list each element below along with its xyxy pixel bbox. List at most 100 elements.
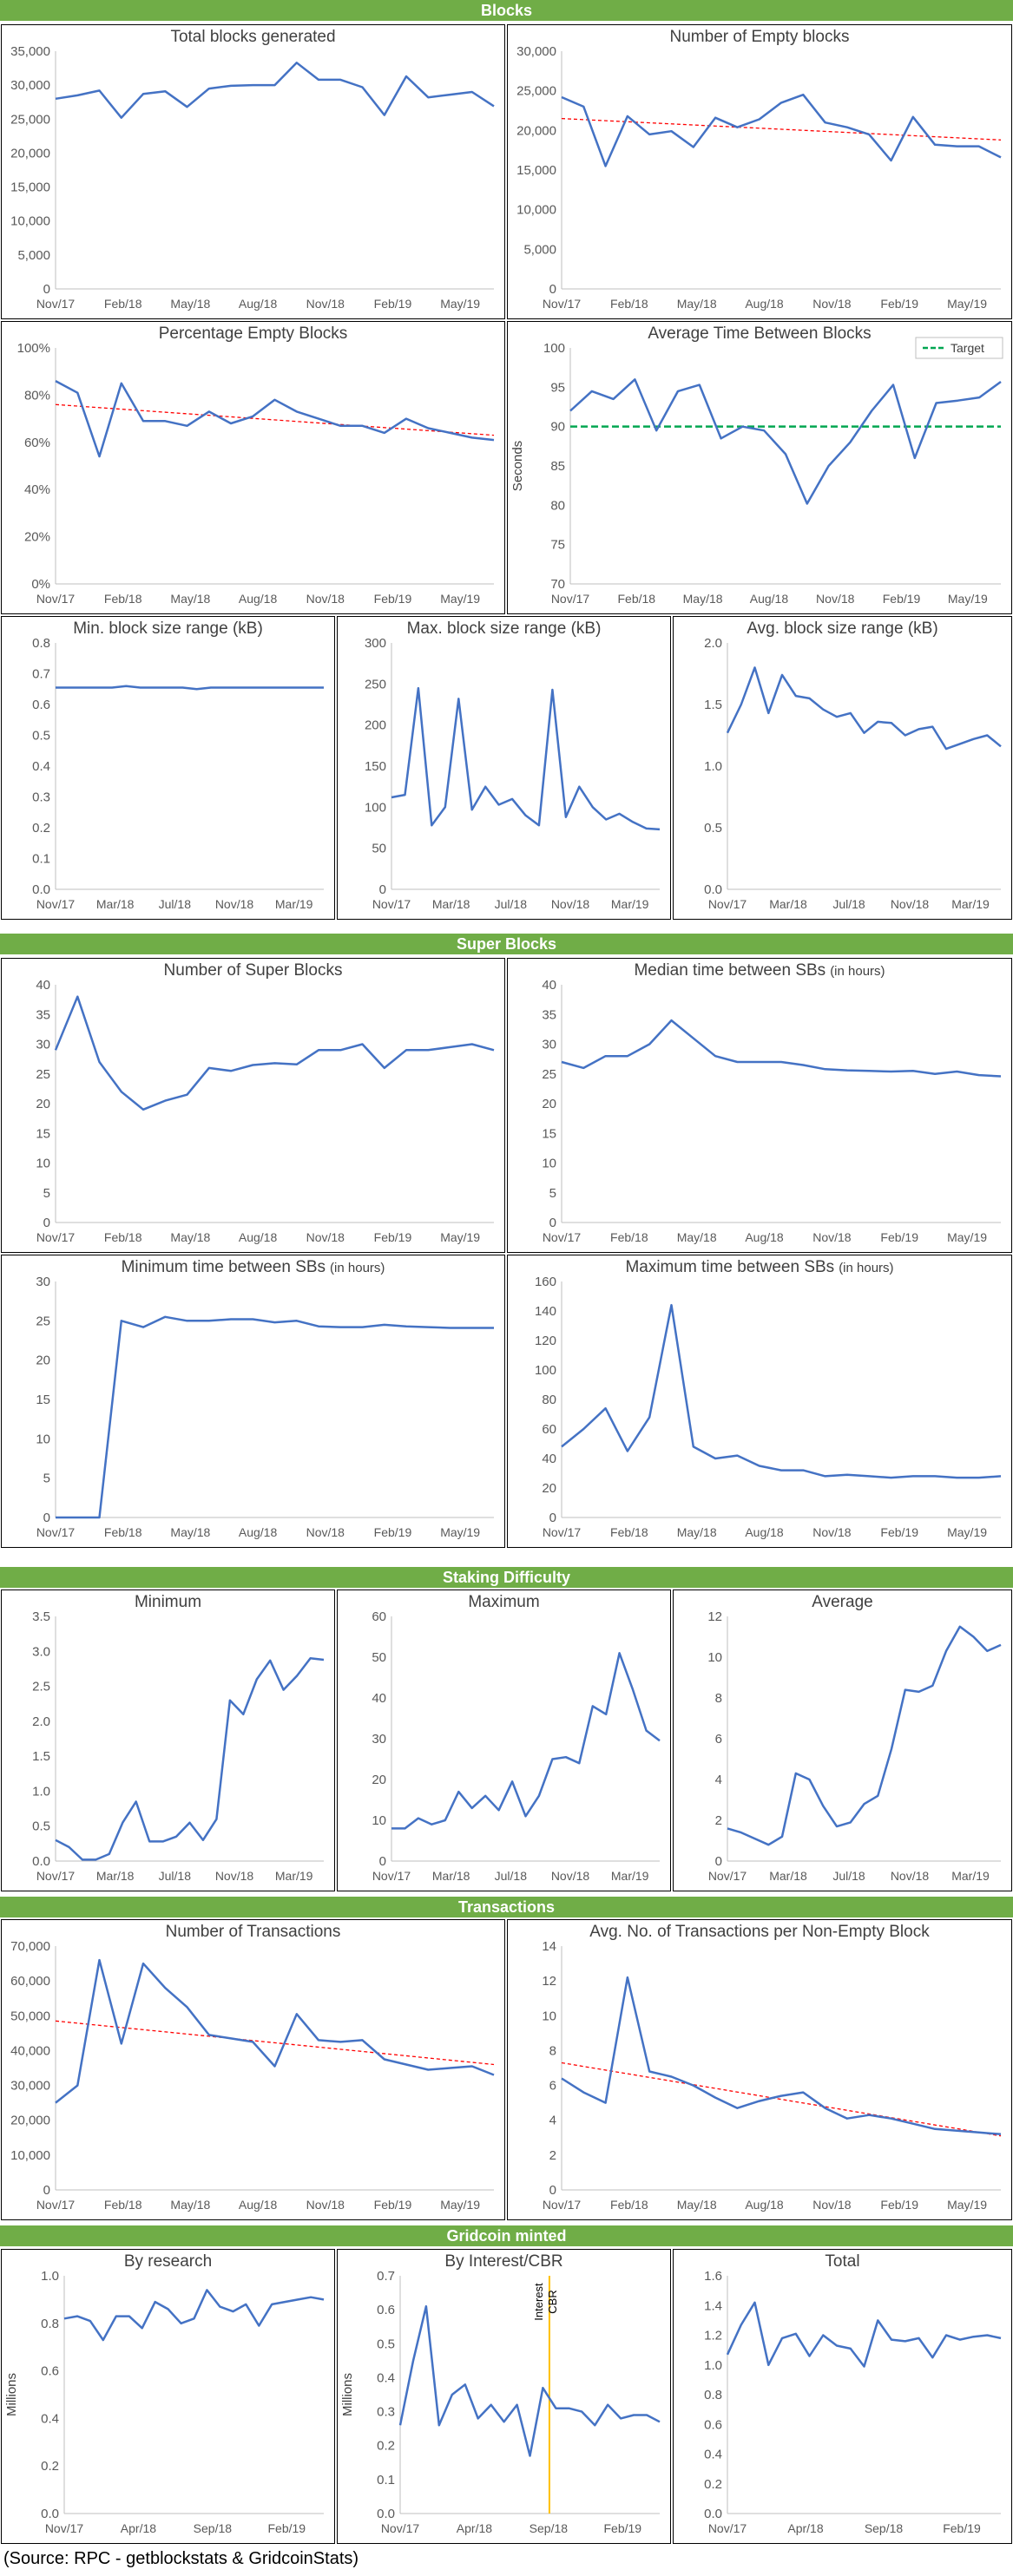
x-tick-label: Feb/19 [880,2198,918,2212]
y-tick-label: 80 [550,498,565,513]
y-tick-label: 70 [550,577,565,592]
x-tick-label: May/19 [440,1230,480,1244]
y-tick-label: 60 [542,1422,556,1437]
chart-title: Number of Super Blocks [164,961,343,980]
x-tick-label: Feb/18 [104,1525,142,1539]
chart-svg: Median time between SBs (in hours) 0 5 10 15 2… [542,961,1002,1244]
y-tick-label: 0 [549,2183,556,2198]
chart-title: Average Time Between Blocks [648,324,871,343]
chart-title: Number of Transactions [166,1923,341,1941]
series-line [56,685,324,691]
x-tick-label: Nov/18 [551,1869,590,1883]
x-tick-label: Nov/18 [306,297,345,311]
y-tick-label: 85 [550,459,565,474]
x-tick-label: Mar/19 [275,1869,313,1883]
chart-total-blocks: Total blocks generated 0 5,000 10,000 15,000… [1,24,505,319]
x-tick-label: May/19 [947,1230,987,1244]
y-tick-label: 8 [549,2043,556,2058]
y-axis-title: Millions [340,2373,355,2416]
chart-max-block-size: Max. block size range (kB) 0 50 100 150 200 25… [337,616,671,920]
x-tick-label: Feb/19 [374,2198,412,2212]
x-tick-label: Mar/19 [611,1869,649,1883]
x-tick-label: May/19 [440,297,480,311]
trend-line [55,403,495,436]
y-tick-label: 0.2 [32,821,50,836]
chart-max-sb-time: Maximum time between SBs (in hours) 0 20 40 6… [507,1255,1012,1548]
y-tick-label: 50,000 [10,2009,50,2023]
series-line [56,1315,494,1519]
x-tick-label: Nov/17 [36,297,76,311]
chart-svg: Number of Transactions 0 10,000 20,000 30,00… [10,1923,495,2212]
y-tick-label: 10 [36,1157,50,1171]
y-axis-title: Millions [4,2373,19,2416]
y-tick-label: 10 [542,1157,556,1171]
x-tick-label: Feb/18 [610,297,648,311]
y-tick-label: 60,000 [10,1974,50,1989]
y-tick-label: 35 [542,1007,556,1022]
x-tick-label: May/18 [677,1525,717,1539]
y-tick-label: 70,000 [10,1939,50,1954]
x-tick-label: Aug/18 [239,297,278,311]
x-tick-label: Mar/18 [432,1869,470,1883]
y-tick-label: 100 [365,800,386,815]
x-tick-label: Feb/18 [610,1525,648,1539]
trend-line [55,2020,495,2066]
x-tick-label: Jul/18 [495,1869,528,1883]
y-tick-label: 1.5 [32,1749,50,1764]
y-tick-label: 2.5 [32,1680,50,1694]
y-tick-label: 0.0 [41,2507,59,2521]
y-tick-label: 30 [542,1038,556,1052]
y-tick-label: 0 [549,1511,556,1525]
legend [915,337,1003,359]
y-tick-label: 2 [715,1813,722,1828]
y-tick-label: 95 [550,380,565,395]
x-tick-label: Nov/18 [306,1525,345,1539]
x-tick-label: May/19 [440,592,480,606]
y-tick-label: 5,000 [17,248,50,263]
chart-title: By research [124,2252,212,2271]
y-tick-label: 75 [550,538,565,553]
chart-difficulty-max: Maximum 0 10 20 30 40 50 60 Nov/17 Mar/18 Jul/18 No… [337,1590,671,1891]
series-line [55,1958,495,2104]
series-line [561,1976,1002,2136]
x-tick-label: Feb/19 [883,592,921,606]
chart-by-interest: By Interest/CBR 0.0 0.1 0.2 0.3 0.4 0.5 0.6 0.7 N… [337,2249,671,2544]
y-tick-label: 100 [535,1363,556,1378]
series-line [55,62,495,119]
legend-label: Target [951,341,984,355]
x-tick-label: Nov/17 [381,2521,420,2535]
chart-svg: Maximum 0 10 20 30 40 50 60 Nov/17 Mar/18 Jul/18 No… [372,1593,661,1883]
y-tick-label: 160 [535,1275,556,1289]
x-tick-label: Jul/18 [159,897,192,911]
x-tick-label: May/18 [677,297,717,311]
x-tick-label: Nov/18 [215,897,254,911]
x-tick-label: Apr/18 [457,2521,492,2535]
y-tick-label: 2 [549,2148,556,2163]
x-tick-label: May/18 [683,592,723,606]
y-tick-label: 120 [535,1334,556,1348]
y-tick-label: 30,000 [10,2079,50,2094]
chart-title: Avg. No. of Transactions per Non-Empty B… [589,1923,930,1941]
x-tick-label: Mar/19 [951,1869,990,1883]
x-tick-label: Feb/19 [880,1230,918,1244]
y-tick-label: 15,000 [10,180,50,195]
y-tick-label: 20,000 [10,146,50,161]
chart-title: Minimum time between SBs (in hours) [122,1258,385,1276]
section-header-super-blocks: Super Blocks [0,934,1013,954]
x-tick-label: May/19 [947,2198,987,2212]
series-line [561,93,1002,167]
y-tick-label: 0.8 [704,2388,722,2402]
y-tick-label: 0.1 [32,852,50,867]
chart-title: Number of Empty blocks [670,28,850,46]
series-line [391,1652,661,1830]
y-tick-label: 2.0 [704,636,722,651]
y-tick-label: 5,000 [523,242,556,257]
y-tick-label: 0 [379,1854,386,1869]
y-tick-label: 10 [542,2009,556,2023]
x-tick-label: Feb/19 [374,297,412,311]
x-tick-label: Nov/18 [306,2198,345,2212]
x-tick-label: Sep/18 [194,2521,233,2535]
x-tick-label: May/19 [440,2198,480,2212]
y-tick-label: 25 [36,1067,50,1082]
x-tick-label: Feb/19 [880,1525,918,1539]
